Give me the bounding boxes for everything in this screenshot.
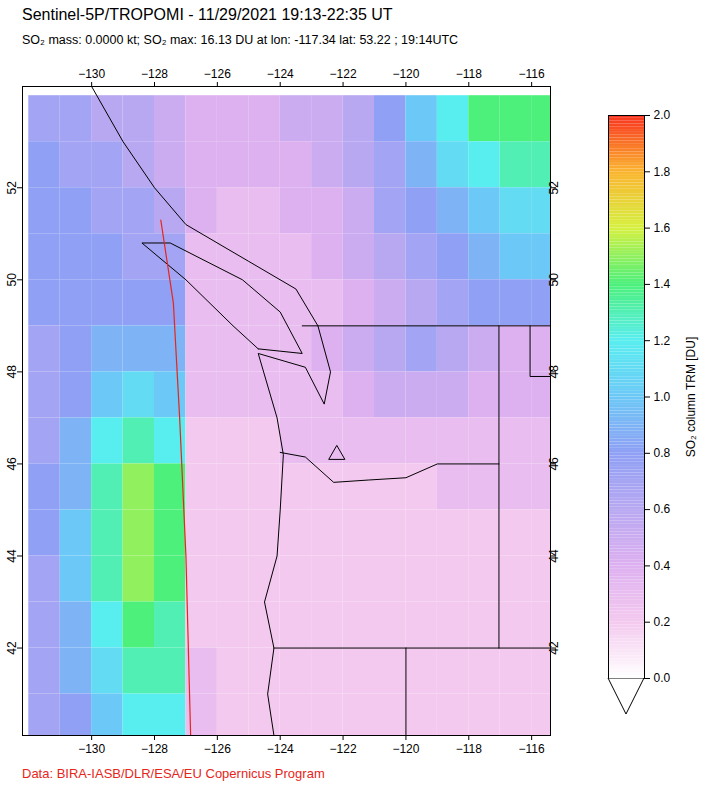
svg-text:−130: −130 [78, 742, 105, 756]
svg-text:−116: −116 [519, 67, 545, 81]
svg-text:−126: −126 [204, 67, 231, 81]
svg-text:46: 46 [5, 457, 19, 471]
svg-text:−118: −118 [456, 67, 482, 81]
svg-text:1.2: 1.2 [654, 334, 671, 348]
html-text:Sentinel-5P/TROPOMI - 11/29/20: Sentinel-5P/TROPOMI - 11/29/2021 19:13-2… [22, 6, 393, 23]
svg-text:0.0: 0.0 [654, 671, 671, 685]
svg-text:1.6: 1.6 [654, 221, 671, 235]
svg-text:−124: −124 [267, 742, 294, 756]
svg-text:0.6: 0.6 [654, 502, 671, 516]
html-text:Data: BIRA-IASB/DLR/ESA/EU Cop: Data: BIRA-IASB/DLR/ESA/EU Copernicus Pr… [22, 766, 325, 781]
svg-text:−120: −120 [392, 742, 419, 756]
svg-text:52: 52 [547, 181, 561, 195]
svg-text:−128: −128 [141, 742, 168, 756]
svg-text:−122: −122 [330, 67, 357, 81]
svg-text:−118: −118 [456, 742, 482, 756]
svg-text:0.8: 0.8 [654, 446, 671, 460]
svg-text:2.0: 2.0 [654, 108, 671, 122]
svg-text:50: 50 [5, 273, 19, 287]
svg-text:−124: −124 [267, 67, 294, 81]
svg-text:−128: −128 [141, 67, 168, 81]
svg-text:−122: −122 [330, 742, 357, 756]
svg-text:46: 46 [547, 457, 561, 471]
svg-text:1.0: 1.0 [654, 390, 671, 404]
svg-text:50: 50 [547, 273, 561, 287]
svg-text:0.4: 0.4 [654, 559, 671, 573]
svg-text:0.2: 0.2 [654, 615, 671, 629]
svg-text:1.8: 1.8 [654, 165, 671, 179]
svg-text:−116: −116 [519, 742, 545, 756]
svg-text:SO₂ column TRM [DU]: SO₂ column TRM [DU] [684, 337, 698, 457]
svg-text:44: 44 [547, 549, 561, 563]
svg-text:1.4: 1.4 [654, 277, 671, 291]
svg-text:48: 48 [547, 365, 561, 379]
svg-text:−120: −120 [392, 67, 419, 81]
svg-text:42: 42 [547, 641, 561, 655]
svg-text:52: 52 [5, 181, 19, 195]
svg-text:−130: −130 [78, 67, 105, 81]
svg-text:44: 44 [5, 549, 19, 563]
html-text:SO₂ mass: 0.0000 kt; SO₂ max:: SO₂ mass: 0.0000 kt; SO₂ max: 16.13 DU a… [22, 33, 459, 47]
svg-text:−126: −126 [204, 742, 231, 756]
svg-text:42: 42 [5, 641, 19, 655]
svg-text:48: 48 [5, 365, 19, 379]
